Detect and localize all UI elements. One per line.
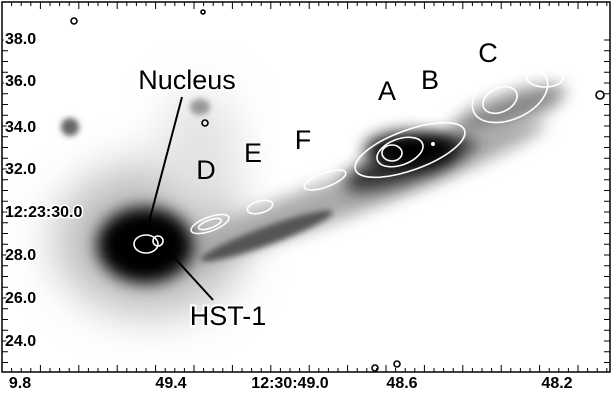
y-tick-label: 36.0 (5, 73, 36, 90)
annotation: A (378, 76, 396, 106)
annotation: D (196, 155, 216, 185)
x-tick-label: 48.2 (541, 375, 572, 392)
y-tick-label: 38.0 (5, 31, 36, 48)
y-tick-label: 26.0 (5, 290, 36, 307)
x-tick-label: 12:30:49.0 (251, 375, 328, 392)
y-tick-label: 24.0 (5, 333, 36, 350)
annotation: E (244, 138, 262, 168)
image (2, 2, 610, 372)
y-tick-label: 28.0 (5, 247, 36, 264)
annotation: HST-1 (190, 301, 267, 331)
y-tick-label: 32.0 (5, 161, 36, 178)
x-tick-label: 49.4 (155, 375, 186, 392)
x-tick-label: 9.8 (9, 375, 31, 392)
tick-labels: 38.0 36.0 34.0 32.0 12:23:30.0 28.0 26.0 24.0 9.… (4, 30, 573, 393)
x-tick-label: 48.6 (386, 375, 417, 392)
y-tick-label: 12:23:30.0 (5, 204, 82, 221)
annotation: C (478, 38, 498, 68)
frame (1, 1, 611, 373)
pointer-line (148, 96, 183, 223)
y-tick-label: 34.0 (5, 119, 36, 136)
annotation: B (421, 65, 439, 95)
annotation: Nucleus (138, 65, 236, 95)
pointer-line (171, 254, 214, 301)
annotation: F (295, 125, 312, 155)
